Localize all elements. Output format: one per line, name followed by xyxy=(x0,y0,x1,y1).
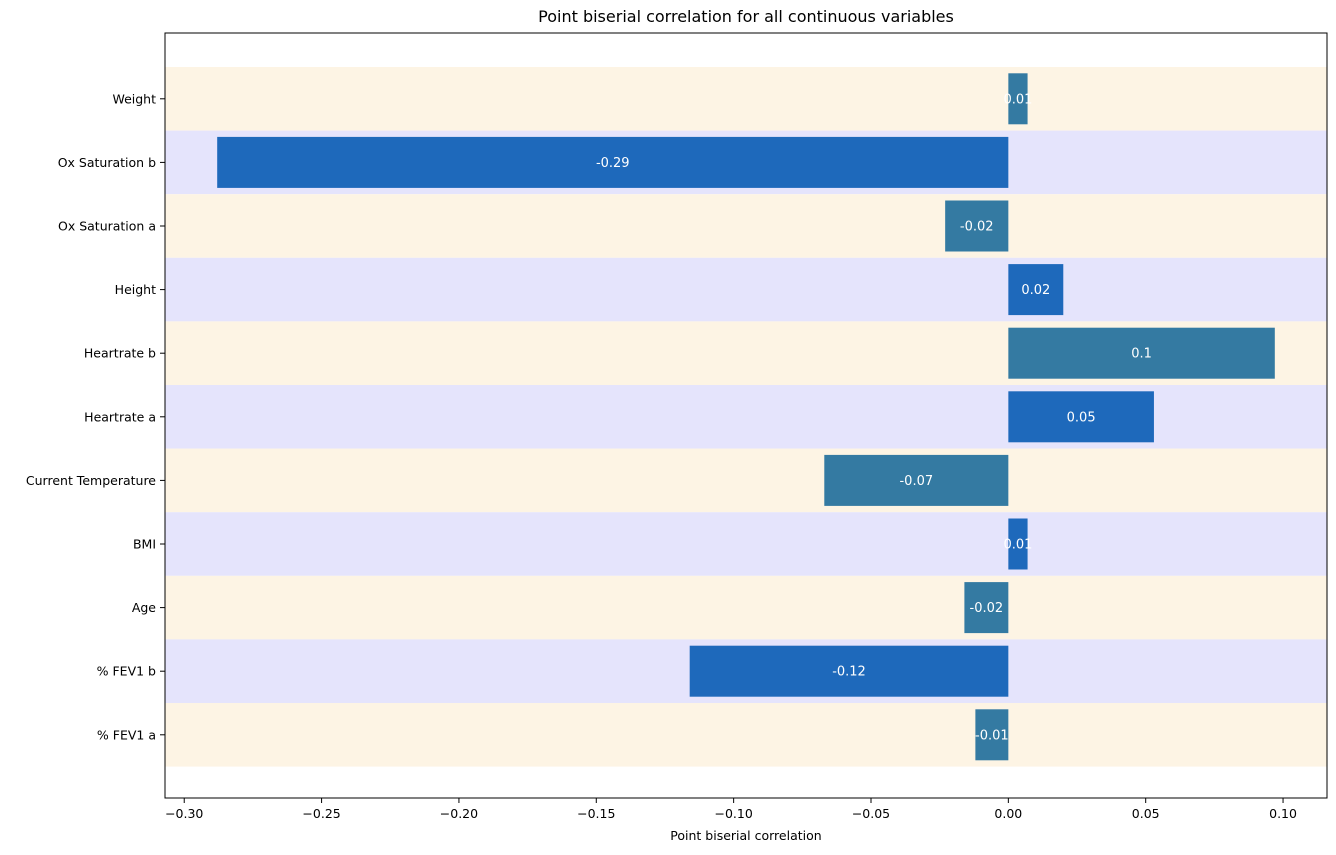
y-tick-label: BMI xyxy=(133,537,156,552)
row-band xyxy=(165,194,1327,258)
bar xyxy=(1008,73,1028,125)
bar-data-label: 0.02 xyxy=(1021,283,1050,298)
bar-data-label: -0.02 xyxy=(970,601,1004,616)
row-band xyxy=(165,703,1327,767)
bar xyxy=(1008,391,1154,443)
bar xyxy=(1008,264,1064,316)
bar-data-label: 0.01 xyxy=(1003,92,1032,107)
y-tick-label: % FEV1 a xyxy=(97,727,156,742)
y-tick-label: Height xyxy=(115,282,156,297)
y-tick-label: Weight xyxy=(112,91,156,106)
x-tick-label: −0.15 xyxy=(577,806,615,821)
bar xyxy=(975,709,1009,761)
bar-data-label: -0.01 xyxy=(975,728,1009,743)
bar xyxy=(945,200,1009,252)
x-axis: −0.30 −0.25 −0.20 −0.15 −0.10 −0.05 0.00 0.05 0.… xyxy=(165,798,1297,821)
x-tick-label: 0.10 xyxy=(1269,806,1297,821)
y-axis: Weight Ox Saturation b Ox Saturation a Heig… xyxy=(26,91,165,742)
bar-data-label: -0.07 xyxy=(899,474,933,489)
y-tick-label: Ox Saturation a xyxy=(58,219,156,234)
y-tick-label: % FEV1 b xyxy=(97,664,156,679)
y-tick-label: Ox Saturation b xyxy=(58,155,156,170)
chart-title: Point biserial correlation for all conti… xyxy=(538,7,954,26)
bar xyxy=(1008,518,1028,570)
x-tick-label: −0.20 xyxy=(440,806,478,821)
y-tick-label: Current Temperature xyxy=(26,473,156,488)
bar-data-label: 0.05 xyxy=(1067,410,1096,425)
x-axis-label: Point biserial correlation xyxy=(670,828,821,843)
x-tick-label: −0.05 xyxy=(852,806,890,821)
x-tick-label: 0.05 xyxy=(1132,806,1160,821)
row-band xyxy=(165,512,1327,576)
row-band xyxy=(165,67,1327,131)
bar xyxy=(689,645,1009,697)
row-band xyxy=(165,257,1327,322)
plot-frame xyxy=(164,32,1328,799)
bar-data-label: 0.01 xyxy=(1003,538,1032,553)
x-tick-label: −0.10 xyxy=(714,806,752,821)
y-tick-label: Heartrate a xyxy=(84,409,156,424)
bar-data-label: -0.12 xyxy=(832,665,866,680)
y-tick-label: Heartrate b xyxy=(84,346,156,361)
bar-data-label: 0.1 xyxy=(1131,347,1152,362)
row-band xyxy=(165,448,1327,513)
x-tick-label: −0.30 xyxy=(165,806,203,821)
bar-data-label: -0.02 xyxy=(960,220,994,235)
x-tick-label: −0.25 xyxy=(302,806,340,821)
bar xyxy=(964,582,1009,634)
x-tick-label: 0.00 xyxy=(994,806,1022,821)
bar xyxy=(1008,327,1275,379)
row-band xyxy=(165,575,1327,640)
bar xyxy=(217,136,1009,188)
y-tick-label: Age xyxy=(132,600,156,615)
bar-data-label: -0.29 xyxy=(596,156,630,171)
bars xyxy=(217,73,1275,761)
bar-data-labels: 0.01 -0.29 -0.02 0.02 0.1 0.05 -0.07 0.01 -0.02 -… xyxy=(596,92,1152,743)
bar xyxy=(824,454,1009,506)
